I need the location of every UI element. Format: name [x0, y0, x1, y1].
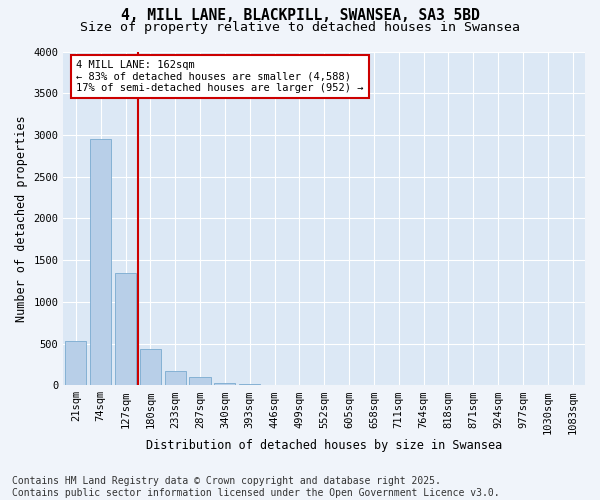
- Y-axis label: Number of detached properties: Number of detached properties: [15, 115, 28, 322]
- Text: Size of property relative to detached houses in Swansea: Size of property relative to detached ho…: [80, 21, 520, 34]
- Bar: [214, 383, 235, 386]
- Bar: [190, 377, 211, 386]
- Text: 4 MILL LANE: 162sqm
← 83% of detached houses are smaller (4,588)
17% of semi-det: 4 MILL LANE: 162sqm ← 83% of detached ho…: [76, 60, 364, 93]
- Text: Contains HM Land Registry data © Crown copyright and database right 2025.
Contai: Contains HM Land Registry data © Crown c…: [12, 476, 500, 498]
- Bar: [239, 384, 260, 386]
- Bar: [90, 139, 111, 386]
- Bar: [164, 370, 186, 386]
- X-axis label: Distribution of detached houses by size in Swansea: Distribution of detached houses by size …: [146, 440, 502, 452]
- Bar: [140, 350, 161, 386]
- Bar: [115, 272, 136, 386]
- Bar: [65, 341, 86, 386]
- Text: 4, MILL LANE, BLACKPILL, SWANSEA, SA3 5BD: 4, MILL LANE, BLACKPILL, SWANSEA, SA3 5B…: [121, 8, 479, 22]
